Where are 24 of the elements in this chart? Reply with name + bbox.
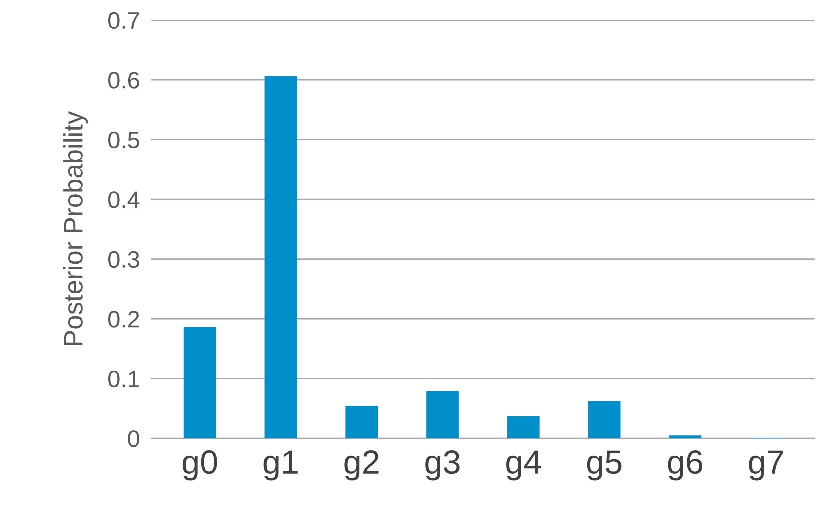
y-tick-label: 0	[128, 430, 140, 448]
y-tick-label: 0.3	[108, 251, 140, 268]
y-tick-label: 0.7	[108, 12, 140, 30]
bar	[669, 436, 702, 439]
bar	[264, 76, 298, 439]
x-tick-label: g3	[426, 450, 460, 481]
bar	[184, 327, 216, 439]
x-tick-label: g5	[587, 450, 622, 481]
bar	[507, 416, 540, 439]
y-axis-title: Posterior Probability	[64, 111, 88, 346]
x-tick-label: g4	[506, 450, 542, 481]
y-tick-label: 0.6	[108, 72, 140, 89]
y-tick-label: 0.5	[108, 132, 140, 149]
y-tick-label: 0.4	[108, 192, 140, 208]
y-tick-label: 0.2	[108, 311, 140, 328]
y-tick-label: 0.1	[108, 370, 140, 388]
bar	[588, 402, 621, 439]
x-tick-label: g1	[264, 450, 298, 481]
x-tick-label: g2	[344, 450, 379, 481]
bar	[426, 391, 459, 439]
x-tick-label: g7	[749, 450, 784, 481]
x-tick-label: g6	[668, 450, 703, 481]
x-tick-label: g0	[182, 450, 218, 481]
bar	[346, 406, 378, 439]
